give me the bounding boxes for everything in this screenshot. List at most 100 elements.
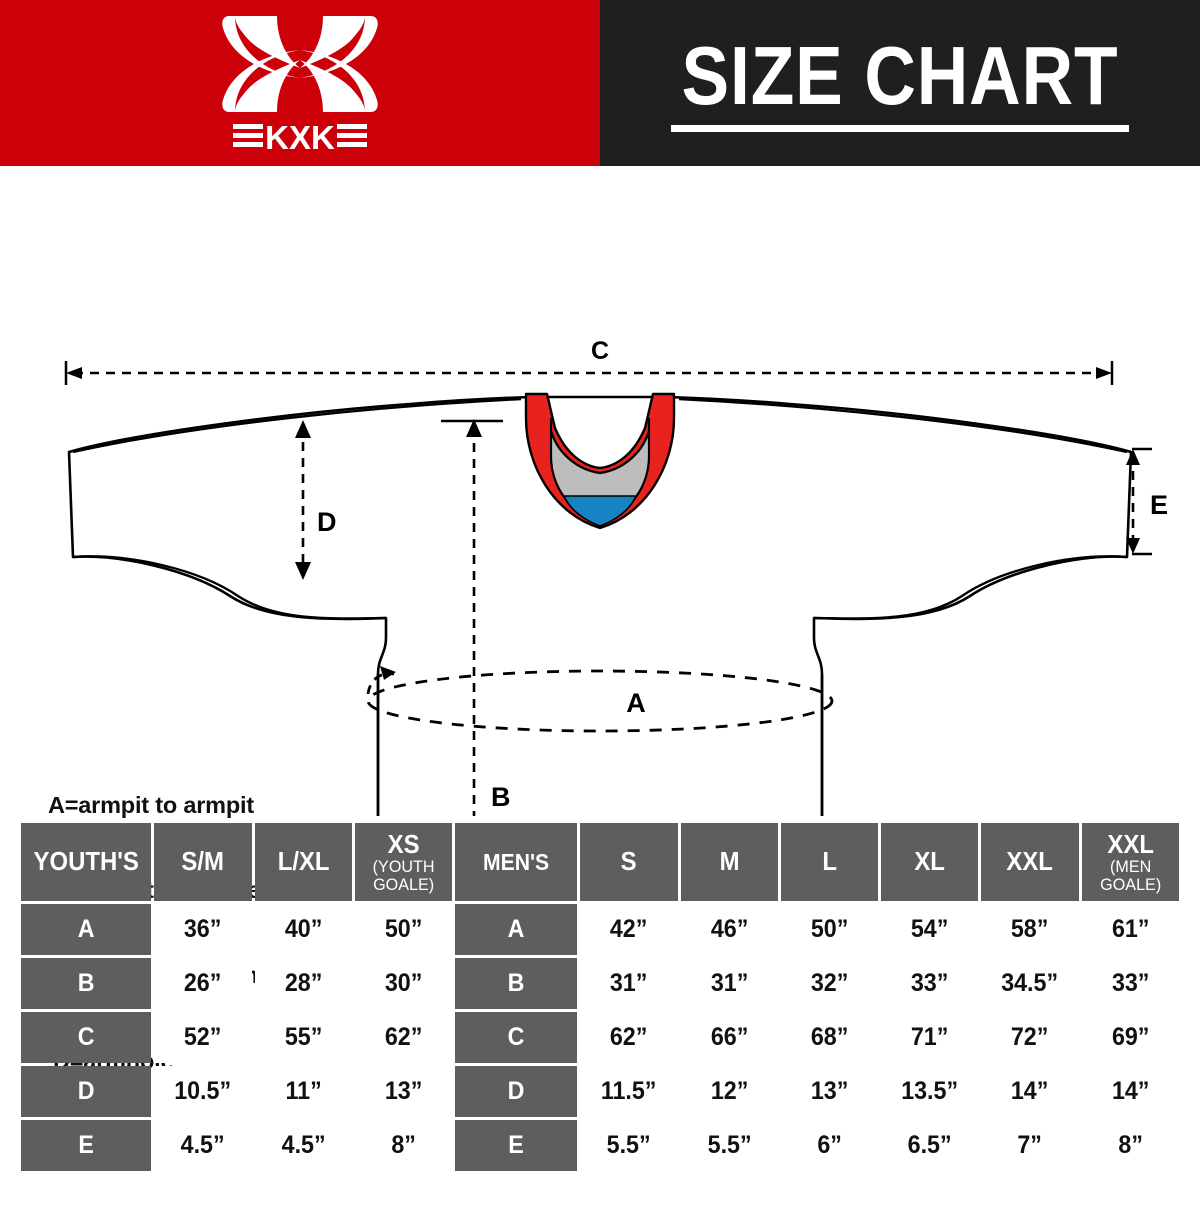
- cell-men-xl: 6.5”: [881, 1120, 979, 1171]
- cell-men-xl: 54”: [881, 904, 979, 955]
- cell-text: 30”: [384, 969, 423, 997]
- row-label-youth: B: [21, 958, 152, 1009]
- header-sub: (YOUTH GOALE): [372, 856, 435, 894]
- row-label-men: D: [455, 1066, 578, 1117]
- cell-youth-lxl: 28”: [254, 958, 352, 1009]
- row-label-youth: A: [21, 904, 152, 955]
- cell-men-xxl: 7”: [981, 1120, 1079, 1171]
- cell-text: 11”: [285, 1077, 322, 1105]
- cell-youth-xs: 13”: [354, 1066, 453, 1117]
- cell-men-xxl-goale: 14”: [1081, 1066, 1179, 1117]
- cell-text: 11.5”: [601, 1077, 657, 1105]
- cell-text: 4.5”: [181, 1131, 226, 1159]
- row-label-youth: C: [21, 1012, 152, 1063]
- cell-text: B: [77, 969, 95, 997]
- dimension-e: E: [1126, 447, 1168, 556]
- header-main: XXL: [1107, 828, 1154, 859]
- header-main: S: [620, 846, 637, 877]
- cell-text: A: [507, 915, 525, 943]
- cell-text: 33”: [910, 969, 949, 997]
- cell-text: 69”: [1111, 1023, 1150, 1051]
- cell-men-xxl-goale: 61”: [1081, 904, 1179, 955]
- row-label-men: C: [455, 1012, 578, 1063]
- cell-text: 5.5”: [606, 1131, 651, 1159]
- cell-youth-sm: 52”: [154, 1012, 252, 1063]
- size-table-container: YOUTH'S S/M L/XL XS (YOUTH GOALE) MEN'S …: [18, 820, 1182, 1174]
- cell-men-xxl: 14”: [981, 1066, 1079, 1117]
- page-header: KXK SIZE CHART: [0, 0, 1200, 166]
- cell-text: 14”: [1111, 1077, 1150, 1105]
- cell-men-xl: 71”: [881, 1012, 979, 1063]
- cell-text: E: [508, 1131, 524, 1159]
- header-cell-sm: S/M: [154, 823, 252, 901]
- cell-text: 13”: [384, 1077, 423, 1105]
- cell-text: 62”: [384, 1023, 423, 1051]
- kxk-logo: KXK: [215, 8, 385, 158]
- cell-text: 14”: [1011, 1077, 1049, 1105]
- cell-text: 50”: [810, 915, 849, 943]
- cell-youth-xs: 50”: [354, 904, 453, 955]
- cell-text: 61”: [1111, 915, 1150, 943]
- cell-text: 31”: [610, 969, 648, 997]
- legend-line-a: A=armpit to armpit: [48, 791, 254, 818]
- cell-men-m: 12”: [680, 1066, 778, 1117]
- cell-text: 6.5”: [907, 1131, 952, 1159]
- cell-text: 34.5”: [1001, 969, 1059, 997]
- size-table: YOUTH'S S/M L/XL XS (YOUTH GOALE) MEN'S …: [18, 820, 1182, 1174]
- cell-youth-xs: 62”: [354, 1012, 453, 1063]
- row-label-men: B: [455, 958, 578, 1009]
- cell-text: E: [78, 1131, 94, 1159]
- kxk-butterfly-icon: KXK: [222, 16, 378, 156]
- cell-text: 26”: [184, 969, 222, 997]
- cell-text: 36”: [184, 915, 222, 943]
- cell-text: 62”: [610, 1023, 648, 1051]
- jersey-diagram: C D: [0, 166, 1200, 1159]
- cell-text: 40”: [284, 915, 323, 943]
- dimension-a: A: [366, 666, 834, 733]
- page-title: SIZE CHART: [681, 29, 1119, 122]
- row-label-men: A: [455, 904, 578, 955]
- dimension-b: B: [441, 419, 511, 816]
- cell-text: 5.5”: [707, 1131, 752, 1159]
- table-row: A 36” 40” 50” A 42” 46” 50” 54” 58” 61”: [21, 904, 1179, 955]
- cell-text: B: [507, 969, 525, 997]
- jersey-technical-drawing: C D: [64, 337, 1168, 816]
- header-cell-s: S: [580, 823, 678, 901]
- cell-text: 8”: [1118, 1131, 1143, 1159]
- cell-text: 71”: [910, 1023, 949, 1051]
- header-main: MEN'S: [483, 848, 550, 875]
- header-cell-xl: XL: [881, 823, 979, 901]
- header-main: XXL: [1006, 846, 1054, 877]
- row-label-youth: E: [21, 1120, 152, 1171]
- row-label-men: E: [455, 1120, 578, 1171]
- dimension-c: C: [64, 337, 1114, 385]
- cell-men-xxl: 34.5”: [981, 958, 1079, 1009]
- header-sub: (MEN GOALE): [1099, 856, 1161, 894]
- cell-men-xxl-goale: 33”: [1081, 958, 1179, 1009]
- cell-text: C: [507, 1023, 525, 1051]
- title-underline: [671, 125, 1129, 132]
- header-cell-xxl: XXL: [981, 823, 1079, 901]
- cell-text: D: [507, 1077, 525, 1105]
- header-main: S/M: [181, 846, 225, 877]
- header-cell-youths: YOUTH'S: [21, 823, 152, 901]
- cell-men-s: 42”: [580, 904, 678, 955]
- header-cell-mens: MEN'S: [455, 823, 578, 901]
- cell-youth-sm: 4.5”: [154, 1120, 252, 1171]
- cell-text: 33”: [1111, 969, 1150, 997]
- cell-text: 31”: [710, 969, 748, 997]
- cell-men-m: 66”: [680, 1012, 778, 1063]
- cell-men-l: 6”: [780, 1120, 879, 1171]
- cell-text: 4.5”: [281, 1131, 326, 1159]
- cell-youth-xs: 30”: [354, 958, 453, 1009]
- row-label-youth: D: [21, 1066, 152, 1117]
- header-main: M: [719, 846, 740, 877]
- cell-text: 42”: [610, 915, 648, 943]
- cell-text: 8”: [391, 1131, 416, 1159]
- cell-text: 54”: [910, 915, 949, 943]
- cell-text: 55”: [284, 1023, 323, 1051]
- header-main: L: [822, 846, 837, 877]
- header-cell-m: M: [680, 823, 778, 901]
- cell-men-m: 46”: [680, 904, 778, 955]
- cell-men-xxl-goale: 8”: [1081, 1120, 1179, 1171]
